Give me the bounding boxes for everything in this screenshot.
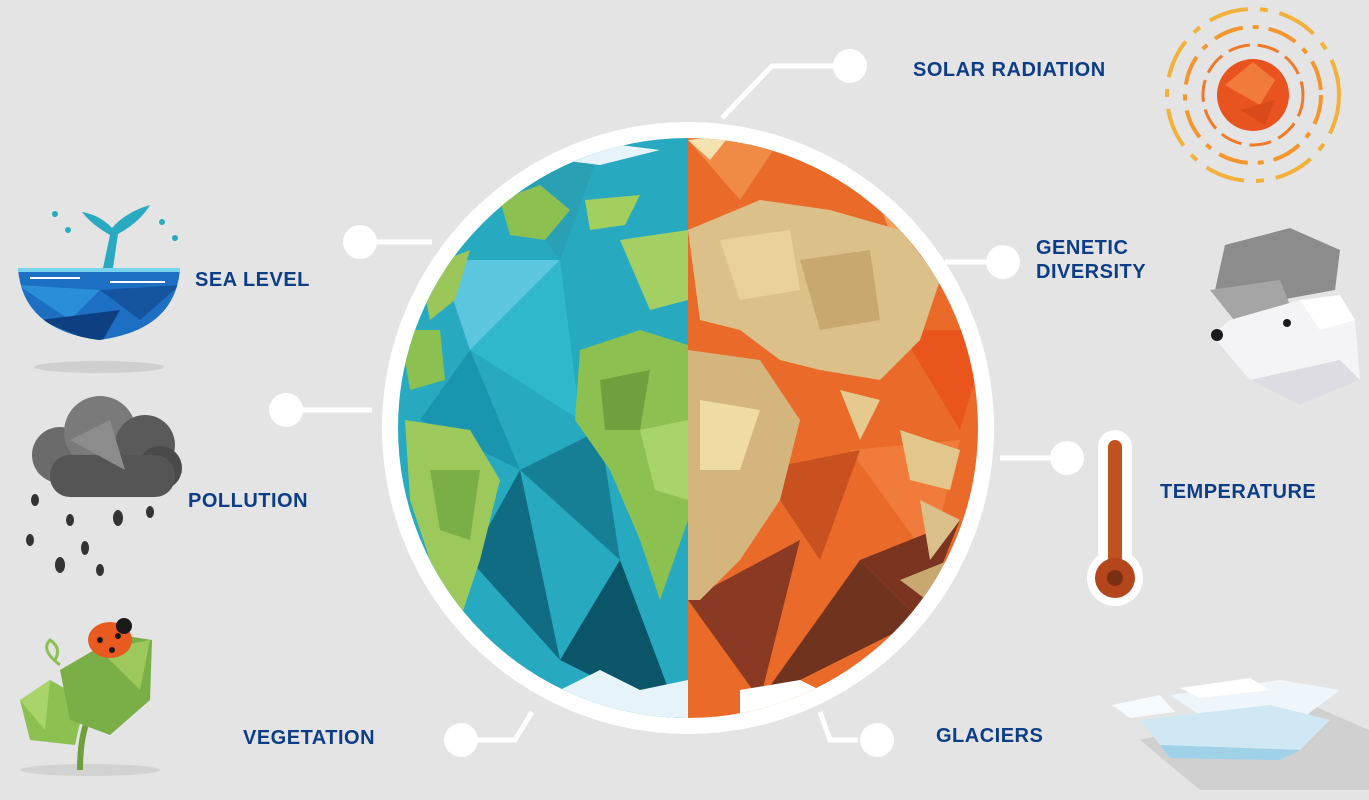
plant-ladybug-icon (20, 618, 160, 776)
label-vegetation: VEGETATION (243, 727, 376, 749)
thermometer-icon (1087, 430, 1143, 606)
label-glaciers: GLACIERS (936, 725, 1044, 747)
connector-lines (288, 63, 1062, 743)
earth-globe (382, 122, 994, 734)
label-genetic-diversity: GENETIC DIVERSITY (1036, 236, 1146, 284)
ice-glacier-icon (1112, 678, 1369, 790)
polar-bear-icon (1210, 228, 1360, 405)
label-sea-level: SEA LEVEL (195, 269, 310, 291)
label-genetic-diversity-line1: GENETIC (1036, 237, 1129, 259)
label-genetic-diversity-line2: DIVERSITY (1036, 261, 1147, 283)
whale-tail-sea-icon (18, 205, 180, 373)
label-pollution: POLLUTION (188, 490, 309, 512)
sun-icon (1165, 7, 1341, 183)
connector-dots (269, 49, 1084, 757)
label-temperature: TEMPERATURE (1160, 481, 1317, 503)
rain-cloud-icon (26, 396, 182, 576)
label-solar-radiation: SOLAR RADIATION (913, 59, 1106, 81)
